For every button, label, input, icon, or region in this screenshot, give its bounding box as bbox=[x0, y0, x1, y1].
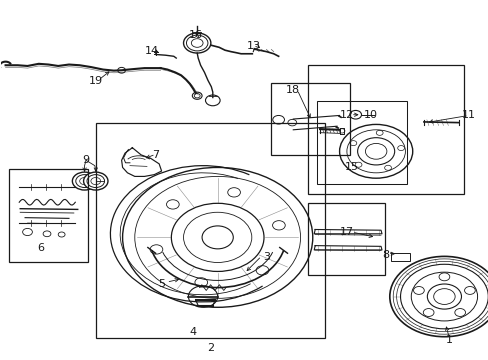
Text: 7: 7 bbox=[152, 150, 159, 160]
Circle shape bbox=[183, 33, 210, 53]
Text: 19: 19 bbox=[88, 76, 102, 86]
Circle shape bbox=[72, 172, 97, 190]
Bar bbox=[307, 65, 463, 194]
Bar bbox=[9, 169, 88, 262]
Text: 16: 16 bbox=[188, 30, 203, 40]
Text: 2: 2 bbox=[206, 343, 213, 353]
Circle shape bbox=[83, 172, 108, 190]
Text: 1: 1 bbox=[445, 334, 452, 345]
Text: 14: 14 bbox=[144, 46, 159, 56]
Text: 17: 17 bbox=[339, 227, 353, 237]
Text: 15: 15 bbox=[344, 162, 358, 172]
Text: 4: 4 bbox=[189, 327, 197, 337]
Text: 11: 11 bbox=[461, 111, 475, 121]
Text: 10: 10 bbox=[364, 111, 378, 121]
Bar bbox=[271, 83, 349, 155]
Text: 8: 8 bbox=[382, 250, 388, 260]
Text: 5: 5 bbox=[158, 279, 165, 289]
Bar bbox=[307, 203, 384, 275]
Text: 13: 13 bbox=[247, 41, 261, 50]
Text: 3: 3 bbox=[263, 252, 269, 262]
Text: 9: 9 bbox=[82, 155, 89, 165]
Bar bbox=[390, 253, 409, 261]
Bar bbox=[316, 101, 406, 184]
Text: 6: 6 bbox=[37, 243, 44, 253]
Bar bbox=[96, 123, 325, 338]
Text: 12: 12 bbox=[339, 111, 353, 121]
Text: 18: 18 bbox=[285, 85, 300, 95]
